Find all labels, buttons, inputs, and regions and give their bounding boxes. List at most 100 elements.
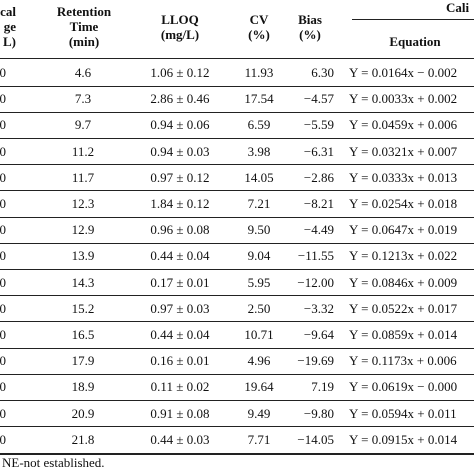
cell-rt: 15.2: [71, 300, 95, 316]
cell-eq: Y = 0.0164x − 0.002: [349, 65, 458, 80]
table-row: 10 14.3 0.17 ± 0.01 5.95 −12.00 Y = 0.0846x +…: [0, 271, 474, 294]
table-row: 10 17.9 0.16 ± 0.01 4.96 −19.69 Y = 0.1173x +…: [0, 349, 474, 372]
cell-lloq: 0.17 ± 0.01: [150, 274, 210, 290]
cell-cv: 11.93: [244, 65, 274, 80]
cell-lloq: 1.84 ± 0.12: [150, 196, 210, 211]
cell-rt: 11.7: [71, 169, 95, 185]
cell-bias: −5.59: [303, 117, 334, 133]
cell-rt: 14.3: [71, 274, 95, 290]
header-bias-line1: Bias: [298, 12, 322, 27]
cell-eq: Y = 0.0915x + 0.014: [349, 431, 458, 447]
row-divider: [0, 216, 474, 218]
row-divider: [0, 85, 474, 87]
cell-eq: Y = 0.0594x + 0.011: [349, 405, 457, 421]
cell-cv: 14.05: [244, 169, 274, 185]
cell-range: 10: [0, 353, 6, 369]
cell-lloq: 0.97 ± 0.03: [150, 300, 210, 316]
row-divider: [0, 268, 474, 270]
cell-lloq: 0.94 ± 0.03: [150, 143, 210, 159]
header-range-line1: ical: [0, 4, 16, 19]
calibration-underline: [352, 19, 474, 20]
cell-rt: 18.9: [71, 379, 95, 395]
cell-range: 0: [0, 405, 6, 421]
cell-eq: Y = 0.0846x + 0.009: [349, 274, 458, 290]
cell-bias: −12.00: [297, 274, 334, 290]
cell-bias: 6.30: [311, 65, 334, 80]
header-bottom-rule: [0, 58, 474, 59]
cell-range: 10: [0, 274, 6, 290]
cell-cv: 4.96: [247, 353, 271, 369]
cell-eq: Y = 0.0522x + 0.017: [349, 300, 458, 316]
cell-eq: Y = 0.0254x + 0.018: [349, 196, 458, 211]
cell-cv: 6.59: [247, 117, 271, 133]
cell-lloq: 1.06 ± 0.12: [150, 65, 210, 80]
cell-bias: −3.32: [303, 300, 334, 316]
cell-lloq: 0.11 ± 0.02: [150, 379, 210, 395]
cell-cv: 3.98: [247, 143, 271, 159]
cell-rt: 17.9: [71, 353, 95, 369]
cell-bias: −11.55: [297, 248, 334, 264]
cell-eq: Y = 0.0333x + 0.013: [349, 169, 458, 185]
cell-lloq: 0.44 ± 0.04: [150, 248, 210, 264]
cell-cv: 9.50: [247, 222, 271, 238]
cell-rt: 12.9: [71, 222, 95, 238]
cell-lloq: 0.97 ± 0.12: [150, 169, 210, 185]
cell-bias: −4.49: [303, 222, 334, 238]
header-calibration: Cali: [446, 0, 470, 15]
table-row: 0 12.9 0.96 ± 0.08 9.50 −4.49 Y = 0.0647x + 0…: [0, 218, 474, 241]
cell-range: 0: [0, 300, 6, 316]
cell-rt: 4.6: [74, 65, 92, 80]
header-lloq-line2: (mg/L): [160, 27, 200, 42]
table-row: 50 16.5 0.44 ± 0.04 10.71 −9.64 Y = 0.0859x +…: [0, 323, 474, 346]
table-row: 0 20.9 0.91 ± 0.08 9.49 −9.80 Y = 0.0594x + 0…: [0, 402, 474, 425]
cell-lloq: 0.44 ± 0.03: [150, 431, 210, 447]
row-divider: [0, 426, 474, 428]
header-range-line3: L): [3, 34, 16, 49]
cell-range: 50: [0, 248, 6, 264]
cell-cv: 7.21: [247, 196, 271, 211]
header-retention-line1: Retention: [56, 4, 112, 19]
row-divider: [0, 295, 474, 297]
cell-rt: 16.5: [71, 327, 95, 342]
table-bottom-rule: [0, 453, 474, 455]
cell-bias: −19.69: [297, 353, 334, 369]
row-divider: [0, 373, 474, 375]
cell-cv: 7.71: [247, 431, 271, 447]
cell-range: 00: [0, 91, 6, 107]
cell-cv: 5.95: [247, 274, 271, 290]
cell-cv: 10.71: [244, 327, 274, 342]
cell-lloq: 0.44 ± 0.04: [150, 327, 210, 342]
row-divider: [0, 164, 474, 166]
cell-bias: −8.21: [303, 196, 334, 211]
cell-eq: Y = 0.0619x − 0.000: [349, 379, 458, 395]
cell-cv: 19.64: [244, 379, 274, 395]
cell-range: 0: [0, 222, 6, 238]
header-cv: CV (%): [236, 12, 282, 42]
cell-rt: 13.9: [71, 248, 95, 264]
cell-range: 0: [0, 169, 6, 185]
header-range-line2: ge: [3, 19, 16, 34]
cell-eq: Y = 0.0459x + 0.006: [349, 117, 458, 133]
table-row: 00 12.3 1.84 ± 0.12 7.21 −8.21 Y = 0.0254x + …: [0, 192, 474, 215]
header-cv-line2: (%): [248, 27, 270, 42]
cell-eq: Y = 0.0859x + 0.014: [349, 327, 458, 342]
cell-eq: Y = 0.1213x + 0.022: [349, 248, 458, 264]
cell-range: 0: [0, 117, 6, 133]
header-bias: Bias (%): [282, 12, 338, 42]
row-divider: [0, 242, 474, 244]
cell-eq: Y = 0.0033x + 0.002: [349, 91, 458, 107]
cell-range: 50: [0, 327, 6, 342]
cell-rt: 21.8: [71, 431, 95, 447]
cell-bias: −14.05: [297, 431, 334, 447]
cell-rt: 20.9: [71, 405, 95, 421]
row-divider: [0, 111, 474, 113]
cell-lloq: 0.94 ± 0.06: [150, 117, 210, 133]
cell-range: 00: [0, 196, 6, 211]
cell-eq: Y = 0.0647x + 0.019: [349, 222, 458, 238]
cell-eq: Y = 0.1173x + 0.006: [349, 353, 457, 369]
row-divider: [0, 137, 474, 139]
table-row: 0 9.7 0.94 ± 0.06 6.59 −5.59 Y = 0.0459x + 0.…: [0, 113, 474, 136]
cell-bias: −9.80: [303, 405, 334, 421]
cell-bias: 7.19: [311, 379, 334, 395]
